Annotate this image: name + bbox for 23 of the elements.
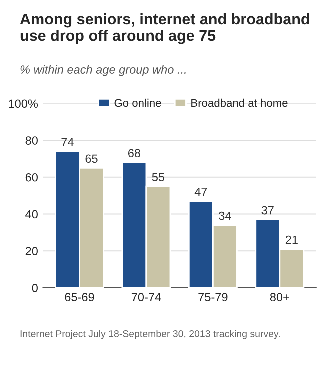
chart-subtitle: % within each age group who ... xyxy=(20,65,186,76)
x-tick-label: 65-69 xyxy=(65,293,94,302)
data-label: 37 xyxy=(262,206,274,215)
y-tick-label: 40 xyxy=(26,210,38,219)
data-label: 55 xyxy=(152,173,165,182)
y-tick-label: 60 xyxy=(26,173,38,182)
legend-label: Broadband at home xyxy=(192,98,288,108)
legend-label: Go online xyxy=(114,98,162,108)
y-tick-label: 20 xyxy=(26,247,38,256)
data-label: 65 xyxy=(86,154,98,164)
text: Internet Project July 18-September 30, 2013 tracking survey. xyxy=(20,330,280,340)
y-tick-label: 0 xyxy=(32,284,38,292)
x-tick-label: 75-79 xyxy=(198,293,228,302)
data-label: 21 xyxy=(286,236,298,244)
data-label: 34 xyxy=(219,212,232,220)
data-label: 68 xyxy=(128,149,140,158)
x-tick-label: 70-74 xyxy=(132,293,162,302)
data-label: 74 xyxy=(62,138,74,146)
data-label: 47 xyxy=(194,188,208,196)
y-tick-label: 80 xyxy=(26,136,38,145)
y-tick-label: 100% xyxy=(9,100,38,108)
x-tick-label: 80+ xyxy=(270,293,290,302)
chart-title: Among seniors, internet and broadband use drop off around age 75 xyxy=(20,13,310,44)
